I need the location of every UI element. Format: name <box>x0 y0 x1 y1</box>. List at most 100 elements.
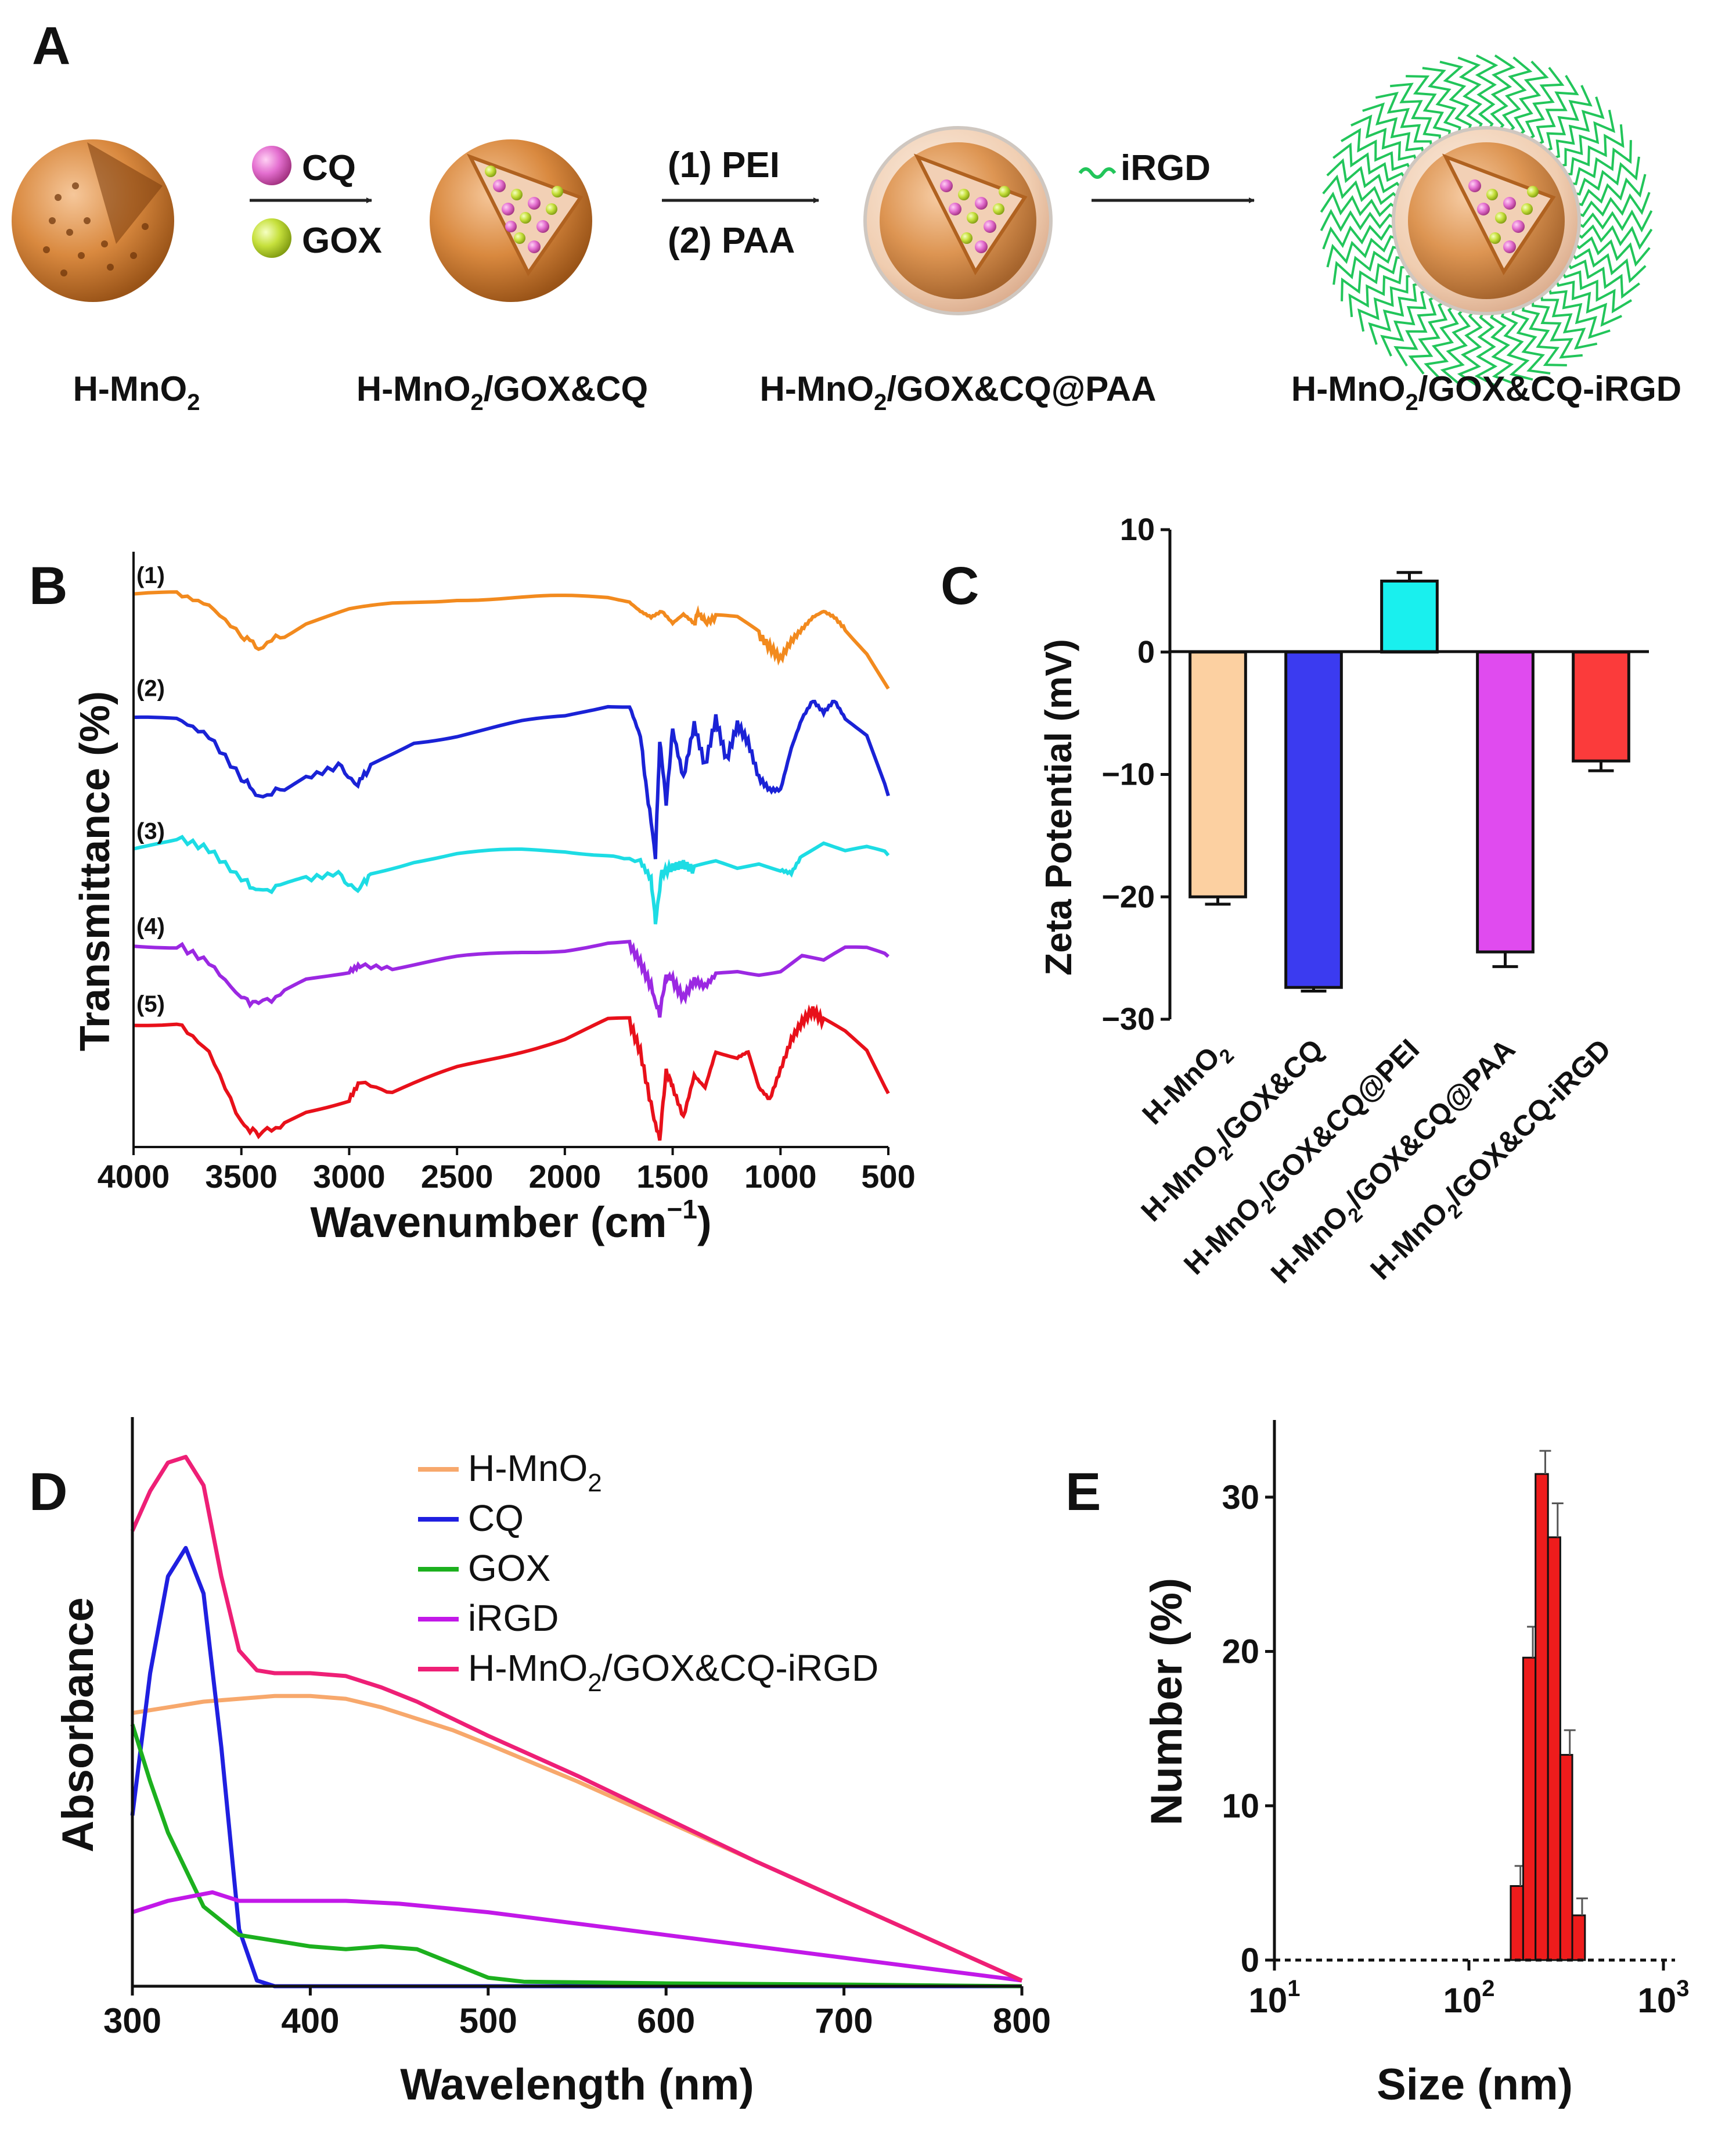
irgd-chain <box>1571 174 1647 207</box>
uv-line-3 <box>130 1724 1022 1989</box>
irgd-chain-icon <box>1078 167 1116 179</box>
dls-x-tick-label: 102 <box>1443 1976 1495 2020</box>
irgd-chain <box>1559 124 1625 176</box>
irgd-chain <box>1457 56 1483 135</box>
irgd-chain <box>1490 54 1516 135</box>
irgd-chain <box>1532 74 1579 148</box>
dls-y-ticks: 0 10 20 30 <box>1222 1479 1274 1979</box>
uv-legend-label: iRGD <box>468 1597 559 1639</box>
ftir-line-4 <box>133 940 889 1018</box>
panel-e: E Number (%) 0 10 20 30 101 102 103 Size (nm) <box>1065 1420 1690 2109</box>
ftir-x-tick-label: 1000 <box>744 1158 817 1195</box>
irgd-chain <box>1457 306 1483 387</box>
irgd-chain <box>1570 236 1651 267</box>
reagent-irgd-label: iRGD <box>1121 148 1211 188</box>
panel-a: A CQ GOX <box>12 16 1681 415</box>
ftir-line-2 <box>133 699 890 860</box>
ftir-series-label: (4) <box>136 914 165 940</box>
loaded-cargo <box>485 166 563 253</box>
panel-d: D Absorbance 300 400 500 600 700 800 Waveleng… <box>29 1417 1051 2109</box>
panel-b: B Transmittance (%) (1) (2) (3) (4) (5) 4000… <box>29 552 916 1246</box>
particle-name-2: H-MnO2/GOX&CQ <box>356 369 648 415</box>
dls-y-axis-label: Number (%) <box>1142 1578 1191 1825</box>
uv-legend-label: GOX <box>468 1547 550 1589</box>
irgd-chain <box>1357 274 1418 332</box>
particle-name-3: H-MnO2/GOX&CQ@PAA <box>760 369 1157 415</box>
zeta-category-labels: H-MnO2H-MnO2/GOX&CQH-MnO2/GOX&CQ@PEIH-Mn… <box>1134 1033 1617 1289</box>
ftir-series: (1) (2) (3) (4) (5) <box>133 563 890 1141</box>
panel-letter-a: A <box>32 16 70 75</box>
dls-bar <box>1571 1914 1586 1961</box>
irgd-chain <box>1320 208 1400 232</box>
zeta-y-ticks: 10 0 −10 −20 −30 <box>1101 512 1170 1037</box>
dls-y-tick-label: 30 <box>1222 1479 1259 1516</box>
cq-ball-icon <box>252 146 291 185</box>
uv-legend-label: H-MnO2 <box>468 1447 602 1497</box>
ftir-series-label: (2) <box>136 676 165 702</box>
irgd-chain <box>1406 75 1451 143</box>
irgd-chain <box>1553 274 1622 327</box>
uv-x-tick-label: 600 <box>637 2001 695 2040</box>
irgd-chain <box>1408 298 1449 375</box>
zeta-bar <box>1284 650 1343 989</box>
dls-x-ticks: 101 102 103 <box>1249 1960 1690 2020</box>
shell-cutaway <box>87 142 163 244</box>
zeta-y-tick-label: 10 <box>1120 512 1155 547</box>
ftir-x-tick-label: 2500 <box>421 1158 494 1195</box>
irgd-chain <box>1564 140 1632 185</box>
ftir-series-label: (3) <box>136 819 165 844</box>
uv-y-axis-label: Absorbance <box>53 1597 103 1852</box>
irgd-chain <box>1326 158 1405 193</box>
dls-y-tick-label: 0 <box>1241 1942 1259 1979</box>
irgd-chain <box>1341 256 1409 301</box>
uv-line-4 <box>131 1890 1022 1983</box>
irgd-chain <box>1531 294 1583 359</box>
irgd-chain <box>1564 258 1640 299</box>
irgd-chain <box>1424 302 1459 381</box>
ftir-series-label: (1) <box>136 563 165 588</box>
irgd-chain <box>1540 85 1593 154</box>
shell-pores <box>43 182 149 276</box>
irgd-chain <box>1568 248 1647 283</box>
irgd-chain <box>1332 246 1404 285</box>
uv-x-tick-label: 800 <box>993 2001 1051 2040</box>
reagent-paa-label: (2) PAA <box>668 221 795 261</box>
panel-letter-c: C <box>941 556 979 616</box>
shell-sphere <box>12 139 174 302</box>
ftir-x-tick-label: 3500 <box>205 1158 278 1195</box>
ftir-x-tick-label: 500 <box>861 1158 915 1195</box>
reagent-cq-label: CQ <box>302 148 356 188</box>
particle-h-mno2-gox-cq-paa <box>863 126 1053 315</box>
reagent-group-2: (1) PEI (2) PAA <box>662 145 819 261</box>
ftir-x-tick-label: 3000 <box>313 1158 386 1195</box>
irgd-chain <box>1380 287 1433 357</box>
dls-y-tick-label: 20 <box>1222 1633 1259 1671</box>
irgd-chain <box>1340 128 1414 175</box>
uv-x-axis-label: Wavelength (nm) <box>400 2060 754 2109</box>
zeta-y-axis-label: Zeta Potential (mV) <box>1038 639 1079 976</box>
irgd-chain <box>1368 281 1425 345</box>
irgd-chain <box>1322 224 1400 250</box>
dls-bar <box>1510 1885 1524 1961</box>
irgd-chain <box>1514 60 1549 139</box>
irgd-brush <box>1320 54 1653 387</box>
particle-h-mno2 <box>12 139 174 302</box>
panel-letter-e: E <box>1065 1462 1101 1522</box>
ftir-line-3 <box>133 835 890 925</box>
irgd-chain <box>1474 307 1498 387</box>
uv-x-tick-label: 300 <box>103 2001 161 2040</box>
uv-x-tick-label: 500 <box>459 2001 517 2040</box>
irgd-chain <box>1348 265 1413 317</box>
uv-legend-label: H-MnO2/GOX&CQ-iRGD <box>468 1647 878 1697</box>
ftir-x-ticks: 4000 3500 3000 2500 2000 1500 1000 500 <box>98 1147 916 1195</box>
zeta-bar <box>1188 650 1247 898</box>
irgd-chain <box>1439 60 1472 136</box>
reagent-group-1: CQ GOX <box>250 146 382 261</box>
dls-bar <box>1522 1656 1537 1961</box>
uv-x-tick-label: 700 <box>815 2001 873 2040</box>
ftir-x-tick-label: 2000 <box>529 1158 602 1195</box>
panel-c: C Zeta Potential (mV) 10 0 −10 −20 −30 H-MnO… <box>941 512 1649 1289</box>
irgd-chain <box>1350 114 1420 167</box>
zeta-bar <box>1572 650 1630 763</box>
